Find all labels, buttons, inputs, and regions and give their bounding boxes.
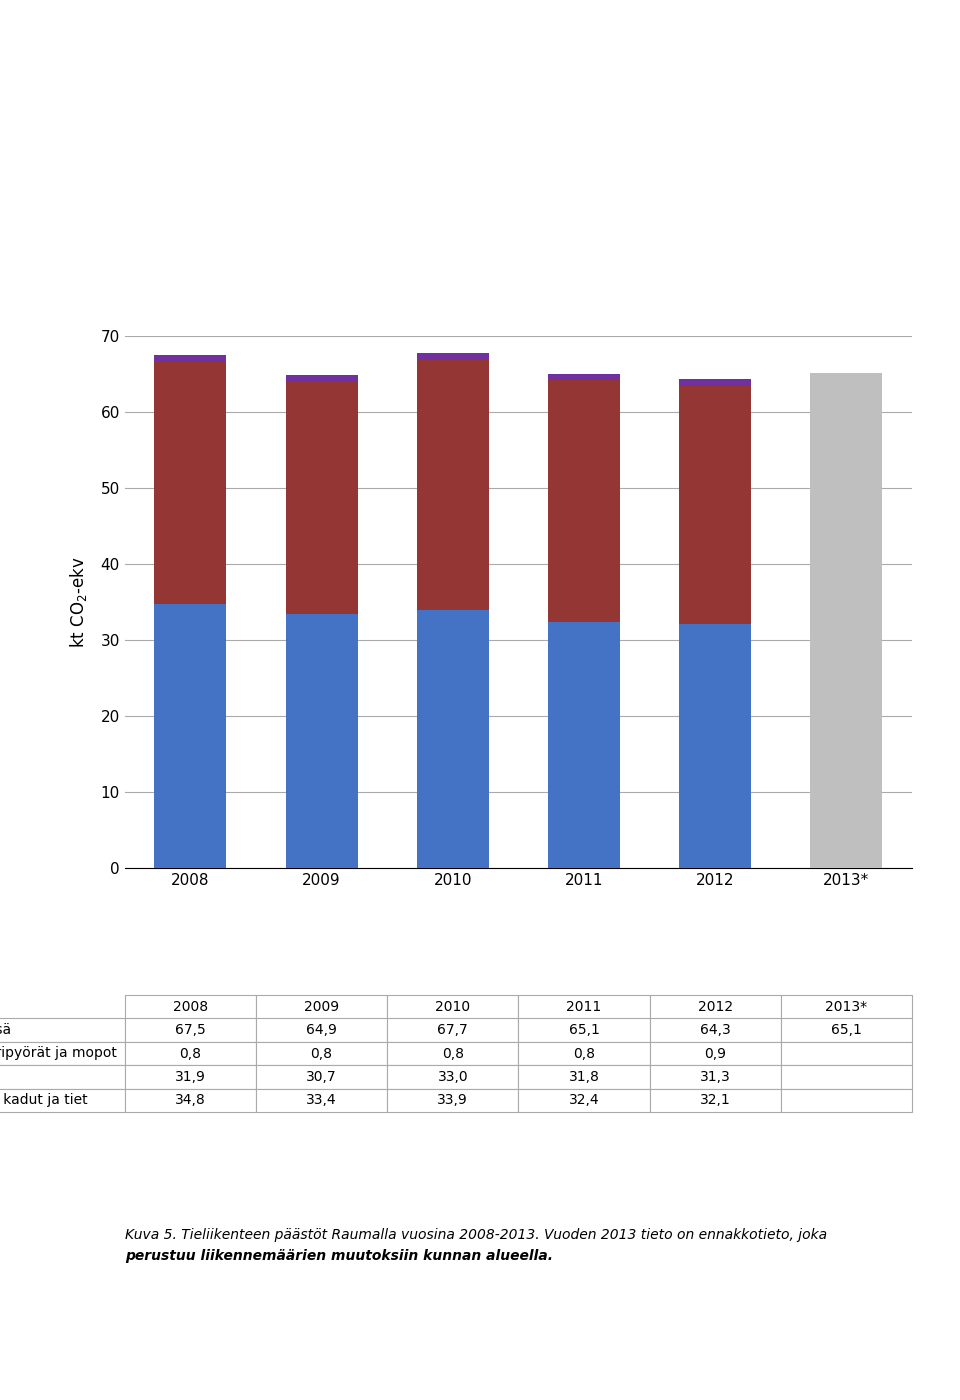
Bar	[810, 374, 882, 868]
Bar	[679, 624, 752, 868]
Bar	[155, 603, 227, 868]
Y-axis label: kt CO$_2$-ekv: kt CO$_2$-ekv	[68, 556, 89, 648]
Bar	[285, 615, 358, 868]
Bar	[548, 622, 620, 868]
Bar	[679, 379, 752, 386]
Bar	[155, 356, 227, 361]
Text: Kuva 5. Tieliikenteen päästöt Raumalla vuosina 2008-2013. Vuoden 2013 tieto on e: Kuva 5. Tieliikenteen päästöt Raumalla v…	[125, 1228, 827, 1242]
Bar	[679, 386, 752, 624]
Bar	[285, 381, 358, 615]
Bar	[155, 361, 227, 603]
Bar	[417, 360, 489, 610]
Bar	[548, 374, 620, 379]
Bar	[548, 379, 620, 622]
Bar	[285, 375, 358, 381]
Text: perustuu liikennemäärien muutoksiin kunnan alueella.: perustuu liikennemäärien muutoksiin kunn…	[125, 1249, 553, 1263]
Bar	[417, 353, 489, 360]
Bar	[417, 610, 489, 868]
